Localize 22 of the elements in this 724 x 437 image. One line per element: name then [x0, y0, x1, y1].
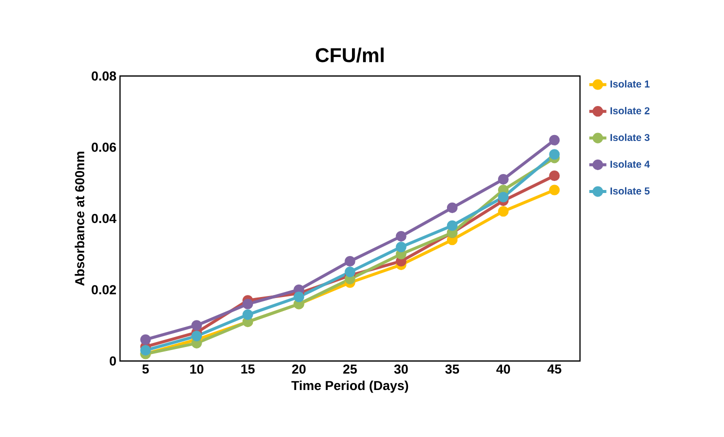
y-tick-label: 0.06 [92, 142, 116, 152]
y-tick-label: 0.04 [92, 214, 116, 224]
x-tick-label: 45 [547, 364, 562, 374]
y-tick-label: 0 [110, 356, 116, 366]
x-tick-label: 5 [142, 364, 149, 374]
x-tick-label: 40 [496, 364, 510, 374]
legend-label: Isolate 2 [610, 106, 650, 114]
x-tick-label: 35 [445, 364, 460, 374]
y-tick-label: 0.02 [92, 285, 116, 294]
legend-label: Isolate 1 [610, 80, 650, 88]
x-tick-label: 25 [343, 364, 357, 374]
legend-label: Isolate 5 [610, 187, 650, 195]
x-tick-label: 30 [394, 364, 408, 374]
x-axis-title: Time Period (Days) [291, 380, 408, 393]
x-tick-label: 15 [241, 364, 255, 374]
x-tick-label: 20 [292, 364, 306, 374]
legend-label: Isolate 4 [610, 160, 650, 168]
x-tick-label: 10 [190, 364, 204, 374]
y-axis-title: Absorbance at 600nm [74, 152, 84, 286]
y-tick-label: 0.08 [92, 71, 116, 81]
chart-title: CFU/ml [316, 48, 384, 62]
legend-label: Isolate 3 [610, 134, 650, 142]
